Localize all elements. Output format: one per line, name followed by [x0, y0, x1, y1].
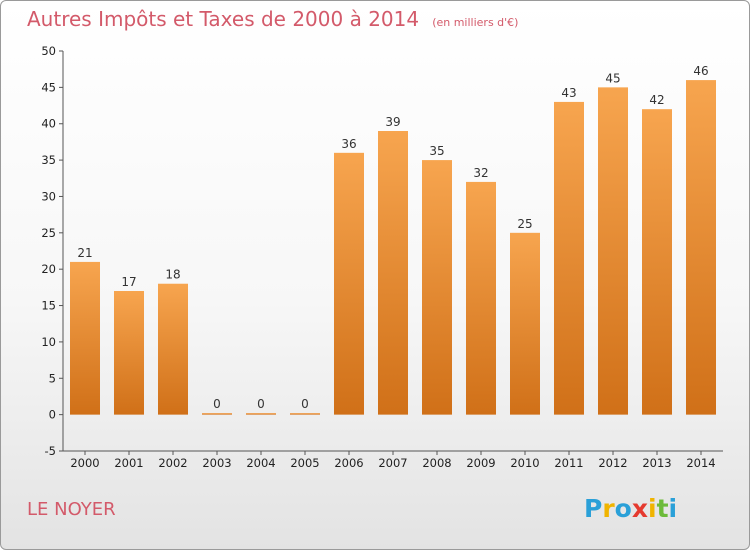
- y-tick-label: 25: [41, 226, 56, 240]
- y-tick-label: 5: [49, 371, 56, 385]
- chart-title: Autres Impôts et Taxes de 2000 à 2014 (e…: [27, 7, 518, 31]
- value-label-2011: 43: [561, 86, 576, 100]
- bar-2008: [422, 160, 452, 415]
- x-tick-label-2001: 2001: [114, 456, 143, 470]
- x-tick-label-2003: 2003: [202, 456, 231, 470]
- x-tick-label-2009: 2009: [466, 456, 495, 470]
- bar-2013: [642, 109, 672, 415]
- logo-letter: r: [602, 494, 615, 523]
- bars: 21 17 18 0 0 0 36 39 35 32 25 43 45 42 46: [70, 64, 716, 415]
- bar-2005: [290, 413, 320, 415]
- chart-title-main: Autres Impôts et Taxes de 2000 à 2014: [27, 7, 419, 31]
- x-tick-label-2000: 2000: [70, 456, 99, 470]
- value-label-2006: 36: [341, 137, 356, 151]
- value-label-2004: 0: [257, 397, 265, 411]
- bar-2000: [70, 261, 100, 415]
- x-tick-label-2005: 2005: [290, 456, 319, 470]
- y-tick-label: 35: [41, 153, 56, 167]
- x-tick-label-2011: 2011: [554, 456, 583, 470]
- logo-letter: i: [648, 494, 657, 523]
- value-label-2014: 46: [693, 64, 708, 78]
- value-label-2010: 25: [517, 217, 532, 231]
- y-tick-label: 0: [49, 408, 56, 422]
- axes: -5 0 5 10 15 20 25 30 35 40 45 50 2000 2001 2002 2003 20…: [41, 44, 723, 470]
- y-tick-label: 15: [41, 299, 56, 313]
- bar-2011: [554, 101, 584, 415]
- value-label-2003: 0: [213, 397, 221, 411]
- bar-2012: [598, 87, 628, 415]
- x-tick-label-2008: 2008: [422, 456, 451, 470]
- value-label-2009: 32: [473, 166, 488, 180]
- logo-letter: x: [632, 494, 648, 523]
- proxiti-logo: Proxiti: [584, 494, 677, 523]
- x-tick-label-2006: 2006: [334, 456, 363, 470]
- value-label-2001: 17: [121, 275, 136, 289]
- x-tick-label-2012: 2012: [598, 456, 627, 470]
- logo-letter: t: [657, 494, 669, 523]
- y-tick-label: 40: [41, 117, 56, 131]
- x-tick-label-2007: 2007: [378, 456, 407, 470]
- bar-2003: [202, 413, 232, 415]
- value-label-2013: 42: [649, 93, 664, 107]
- bar-2007: [378, 131, 408, 415]
- bar-2002: [158, 283, 188, 415]
- value-label-2008: 35: [429, 144, 444, 158]
- bar-2009: [466, 181, 496, 415]
- bar-2006: [334, 152, 364, 415]
- bar-2001: [114, 291, 144, 415]
- bar-2010: [510, 232, 540, 415]
- value-label-2000: 21: [77, 246, 92, 260]
- y-tick-label: 50: [41, 44, 56, 58]
- bar-2014: [686, 80, 716, 415]
- x-tick-label-2013: 2013: [642, 456, 671, 470]
- y-tick-label: 45: [41, 80, 56, 94]
- x-tick-label-2004: 2004: [246, 456, 275, 470]
- logo-letter: o: [615, 494, 632, 523]
- x-tick-label-2010: 2010: [510, 456, 539, 470]
- y-tick-label: 30: [41, 189, 56, 203]
- y-tick-label: -5: [45, 444, 56, 458]
- y-tick-label: 10: [41, 335, 56, 349]
- x-tick-label-2014: 2014: [686, 456, 715, 470]
- logo-letter: P: [584, 494, 602, 523]
- value-label-2012: 45: [605, 71, 620, 85]
- value-label-2002: 18: [165, 268, 180, 282]
- value-label-2005: 0: [301, 397, 309, 411]
- x-tick-label-2002: 2002: [158, 456, 187, 470]
- bar-2004: [246, 413, 276, 415]
- y-tick-label: 20: [41, 262, 56, 276]
- chart-title-unit: (en milliers d'€): [432, 16, 518, 29]
- logo-letter: i: [669, 494, 678, 523]
- value-label-2007: 39: [385, 115, 400, 129]
- commune-name: LE NOYER: [27, 499, 116, 520]
